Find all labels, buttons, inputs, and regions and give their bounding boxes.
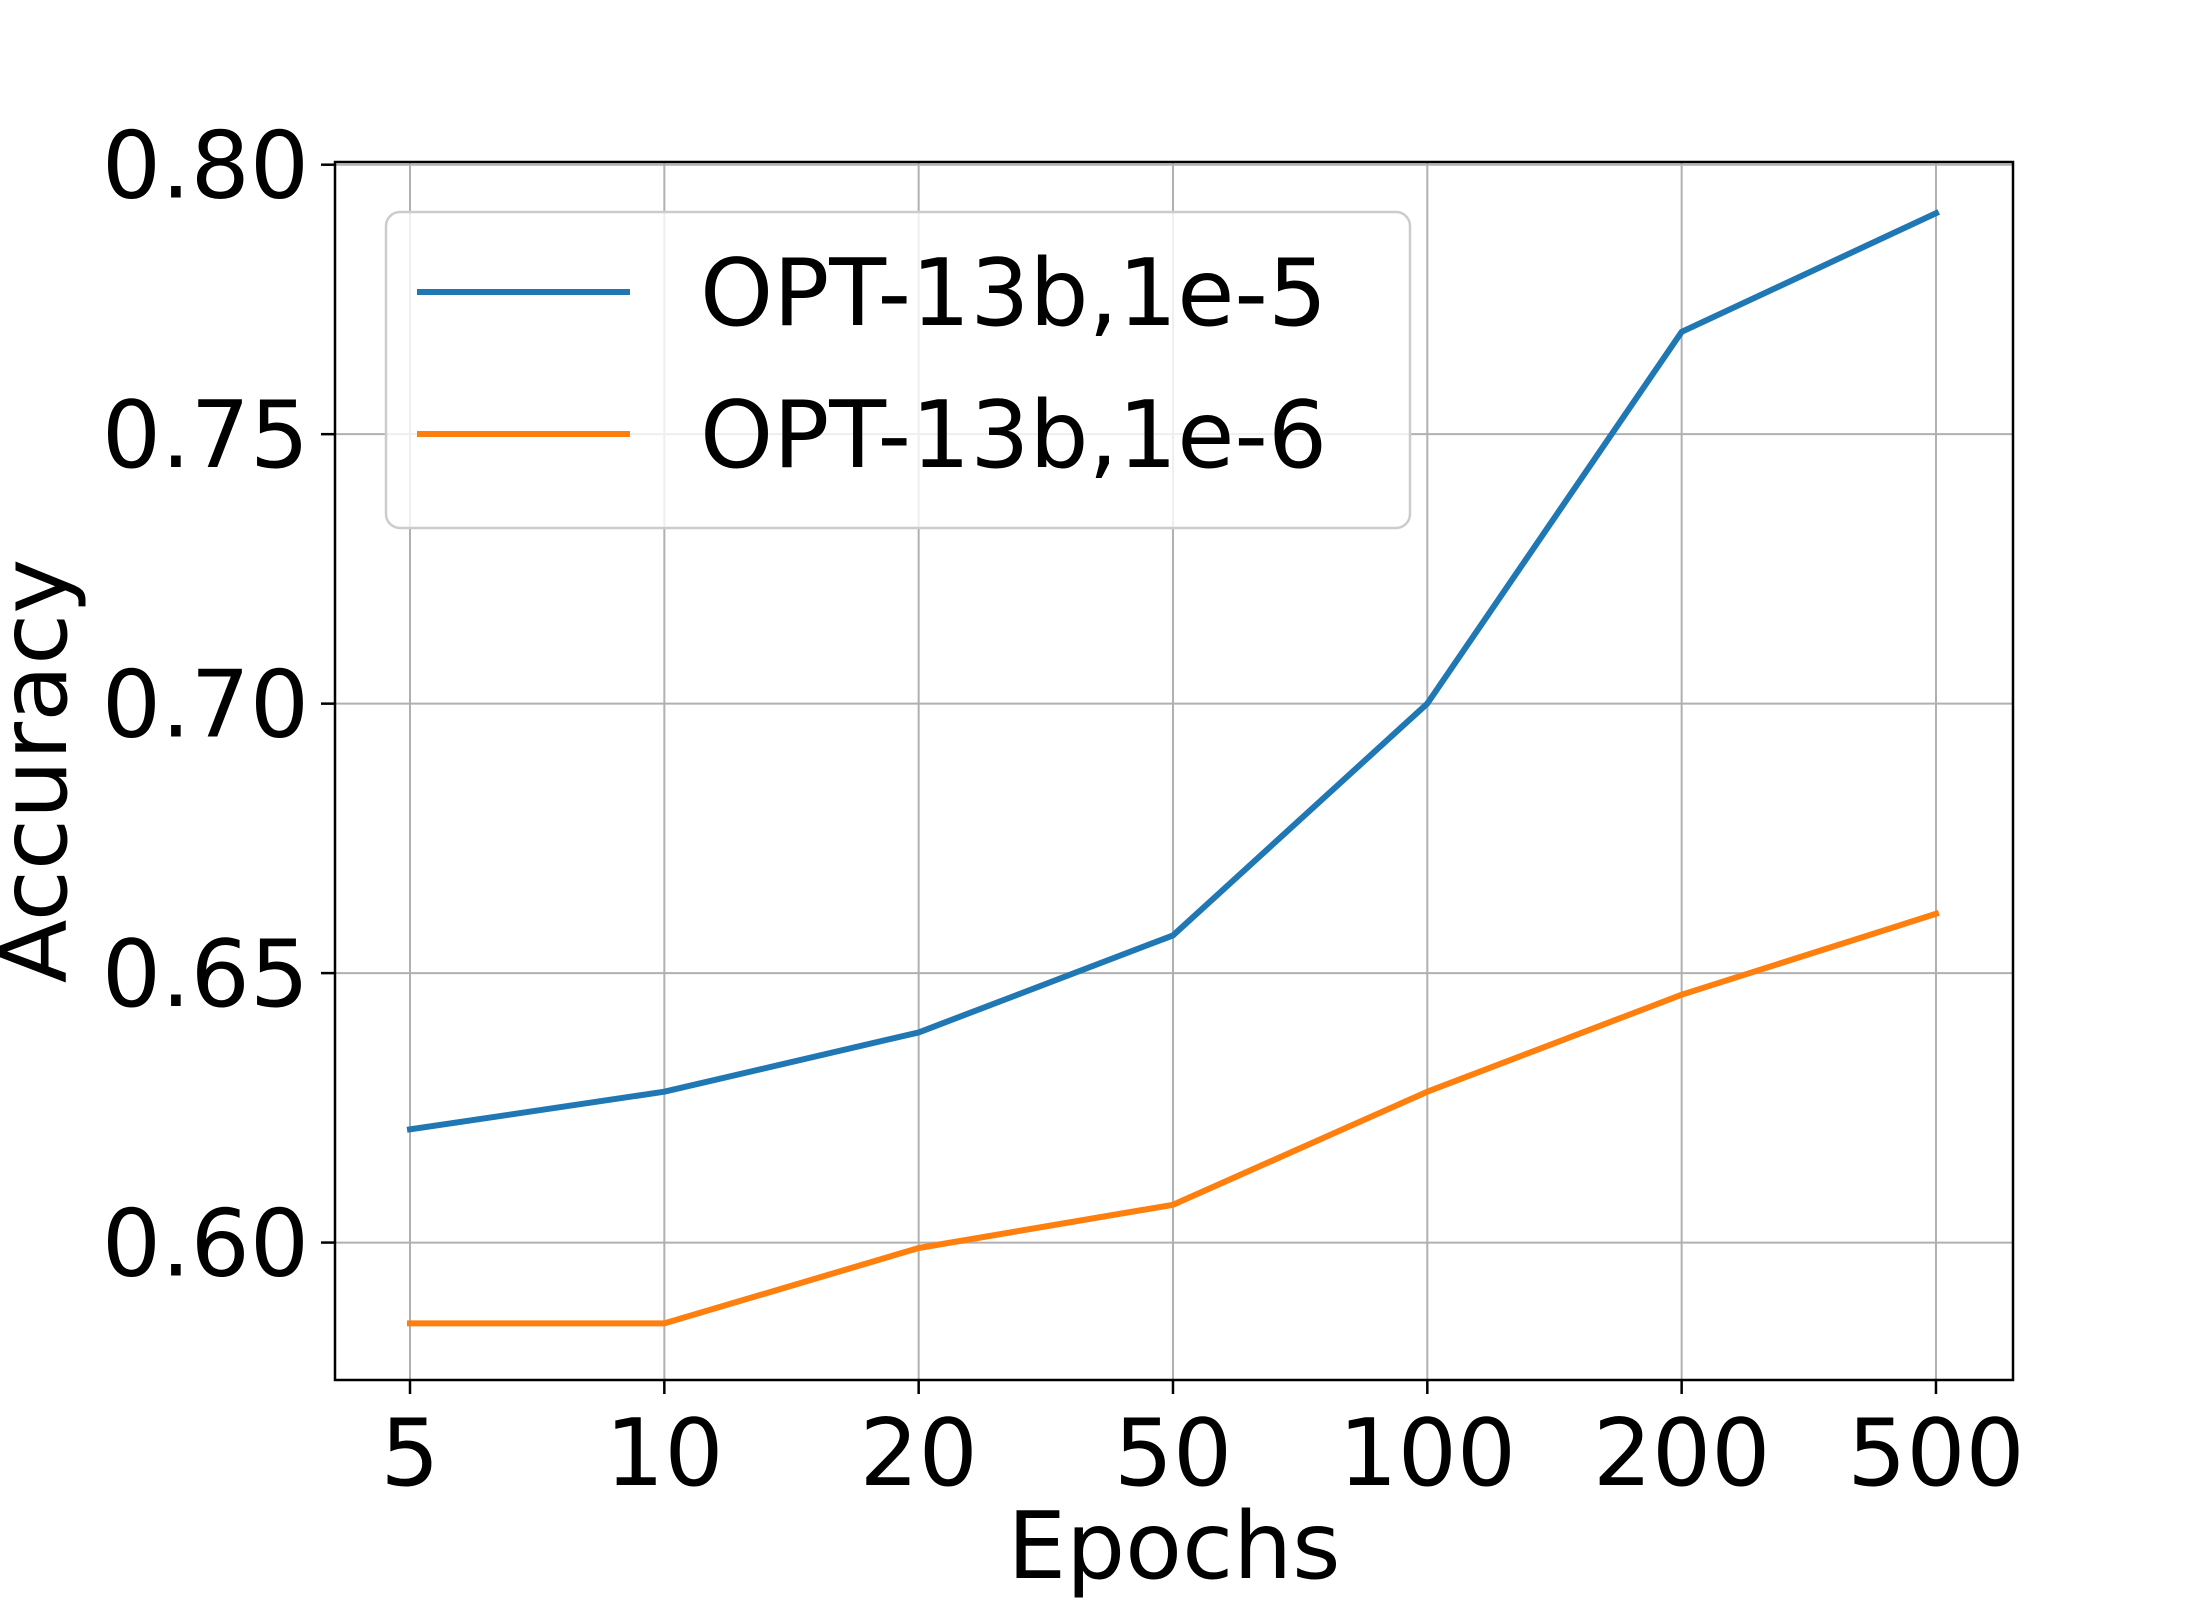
x-tick-label: 100 (1339, 1399, 1517, 1507)
x-tick-label: 10 (605, 1399, 723, 1507)
axis-ticks: 5 10 20 50 100 200 500 0.60 0.65 0.70 0.75 0.80 (102, 112, 2025, 1507)
y-axis-label: Accuracy (0, 559, 88, 984)
legend-box (384, 210, 1412, 530)
y-tick-label: 0.80 (102, 112, 309, 220)
x-tick-label: 500 (1847, 1399, 2025, 1507)
series-line-0 (406, 209, 1940, 1133)
x-axis-label: Epochs (1007, 1492, 1340, 1600)
x-tick-label: 5 (380, 1399, 439, 1507)
legend-label-1e-5: OPT-13b,1e-5 (700, 239, 1327, 347)
x-tick-label: 50 (1114, 1399, 1232, 1507)
legend: OPT-13b,1e-5 OPT-13b,1e-6 (384, 210, 1412, 530)
series-lines (406, 209, 1940, 1327)
x-tick-label: 200 (1593, 1399, 1771, 1507)
y-tick-label: 0.75 (102, 381, 309, 489)
series-line-1 (407, 910, 1940, 1327)
y-tick-label: 0.60 (102, 1190, 309, 1298)
y-tick-label: 0.65 (102, 920, 309, 1028)
y-tick-label: 0.70 (102, 651, 309, 759)
x-tick-label: 20 (859, 1399, 977, 1507)
legend-label-1e-6: OPT-13b,1e-6 (700, 381, 1327, 489)
